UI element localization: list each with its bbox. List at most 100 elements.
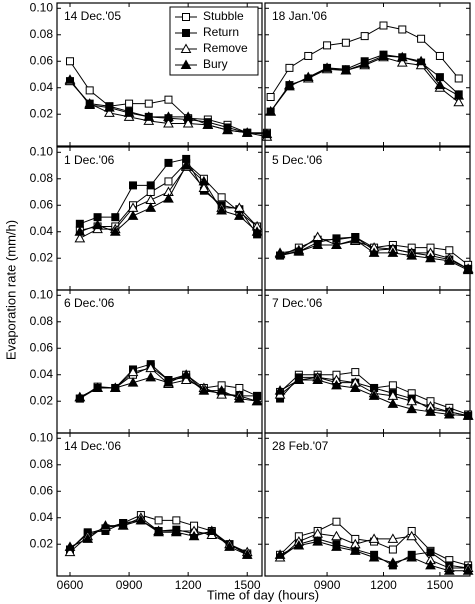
marker bbox=[425, 252, 436, 263]
marker bbox=[92, 382, 103, 392]
marker bbox=[170, 526, 182, 537]
x-axis-label: Time of day (hours) bbox=[207, 587, 319, 602]
marker bbox=[321, 62, 333, 72]
marker bbox=[74, 232, 86, 243]
marker bbox=[425, 406, 436, 416]
marker bbox=[453, 96, 465, 107]
marker bbox=[163, 193, 174, 203]
marker bbox=[302, 71, 314, 82]
marker bbox=[368, 533, 380, 543]
x-tick-label: 0600 bbox=[57, 578, 84, 592]
marker bbox=[349, 545, 361, 555]
marker bbox=[145, 362, 157, 373]
marker bbox=[104, 102, 115, 112]
marker bbox=[396, 51, 408, 62]
y-tick-label: 0.06 bbox=[30, 53, 54, 67]
legend-label: Bury bbox=[203, 57, 228, 71]
marker bbox=[398, 25, 407, 34]
marker bbox=[84, 99, 96, 109]
panel-frame bbox=[56, 146, 263, 291]
marker bbox=[284, 80, 295, 91]
marker bbox=[198, 182, 210, 193]
marker bbox=[462, 264, 474, 275]
marker bbox=[217, 193, 226, 202]
marker bbox=[198, 385, 210, 395]
marker bbox=[111, 213, 120, 222]
y-tick-label: 0.02 bbox=[30, 393, 54, 407]
y-tick-label: 0.08 bbox=[30, 27, 54, 41]
marker bbox=[198, 175, 210, 186]
x-tick-label: 1500 bbox=[234, 578, 261, 592]
y-tick-label: 0.02 bbox=[30, 106, 54, 120]
marker bbox=[163, 117, 174, 128]
marker bbox=[172, 516, 181, 525]
marker bbox=[462, 410, 474, 420]
marker bbox=[332, 517, 341, 526]
marker bbox=[144, 99, 153, 108]
marker bbox=[434, 79, 446, 90]
marker bbox=[388, 381, 397, 390]
y-tick-label: 0.06 bbox=[30, 197, 54, 211]
marker bbox=[125, 99, 134, 108]
marker bbox=[443, 565, 455, 575]
marker bbox=[153, 526, 164, 537]
marker bbox=[293, 246, 305, 256]
marker bbox=[146, 181, 155, 190]
marker bbox=[188, 530, 200, 541]
y-tick-label: 0.02 bbox=[30, 250, 54, 264]
y-tick-label: 0.04 bbox=[30, 224, 54, 238]
y-tick-label: 0.10 bbox=[30, 144, 54, 158]
marker bbox=[266, 93, 275, 102]
legend-label: Stubble bbox=[203, 9, 244, 23]
marker bbox=[331, 530, 342, 541]
marker bbox=[92, 219, 103, 230]
marker bbox=[368, 551, 380, 562]
marker bbox=[349, 234, 361, 244]
marker bbox=[396, 57, 408, 67]
marker bbox=[435, 51, 444, 60]
marker bbox=[312, 374, 324, 385]
marker bbox=[202, 119, 214, 129]
marker bbox=[216, 205, 227, 215]
marker bbox=[331, 541, 342, 551]
marker bbox=[180, 374, 192, 385]
marker bbox=[154, 516, 163, 525]
marker bbox=[443, 255, 455, 265]
marker bbox=[331, 379, 342, 390]
marker bbox=[100, 520, 111, 530]
marker bbox=[164, 95, 173, 104]
marker bbox=[216, 385, 227, 395]
marker bbox=[368, 390, 380, 400]
marker bbox=[454, 74, 463, 83]
legend-marker bbox=[180, 43, 192, 53]
marker bbox=[359, 58, 371, 68]
marker bbox=[143, 111, 155, 121]
marker bbox=[388, 545, 397, 554]
marker bbox=[312, 239, 324, 249]
y-tick-label: 0.10 bbox=[30, 287, 54, 301]
panel-frame bbox=[264, 2, 471, 147]
marker bbox=[351, 368, 360, 377]
x-tick-label: 1500 bbox=[427, 578, 454, 592]
marker bbox=[233, 393, 245, 403]
marker bbox=[64, 541, 76, 551]
panel-frame bbox=[56, 432, 263, 577]
marker bbox=[127, 210, 139, 220]
marker bbox=[251, 226, 263, 236]
marker bbox=[387, 398, 399, 408]
marker bbox=[182, 111, 194, 121]
marker bbox=[293, 374, 305, 385]
panel-label: 28 Feb.'07 bbox=[272, 439, 329, 453]
y-tick-label: 0.02 bbox=[30, 536, 54, 550]
panel-label: 14 Dec.'05 bbox=[64, 9, 121, 23]
marker bbox=[135, 514, 147, 525]
legend-marker bbox=[182, 13, 190, 21]
legend-label: Return bbox=[203, 25, 239, 39]
marker bbox=[85, 86, 94, 95]
y-tick-label: 0.06 bbox=[30, 340, 54, 354]
marker bbox=[406, 403, 418, 414]
panel-frame bbox=[56, 289, 263, 434]
marker bbox=[387, 247, 399, 257]
y-tick-label: 0.08 bbox=[30, 171, 54, 185]
